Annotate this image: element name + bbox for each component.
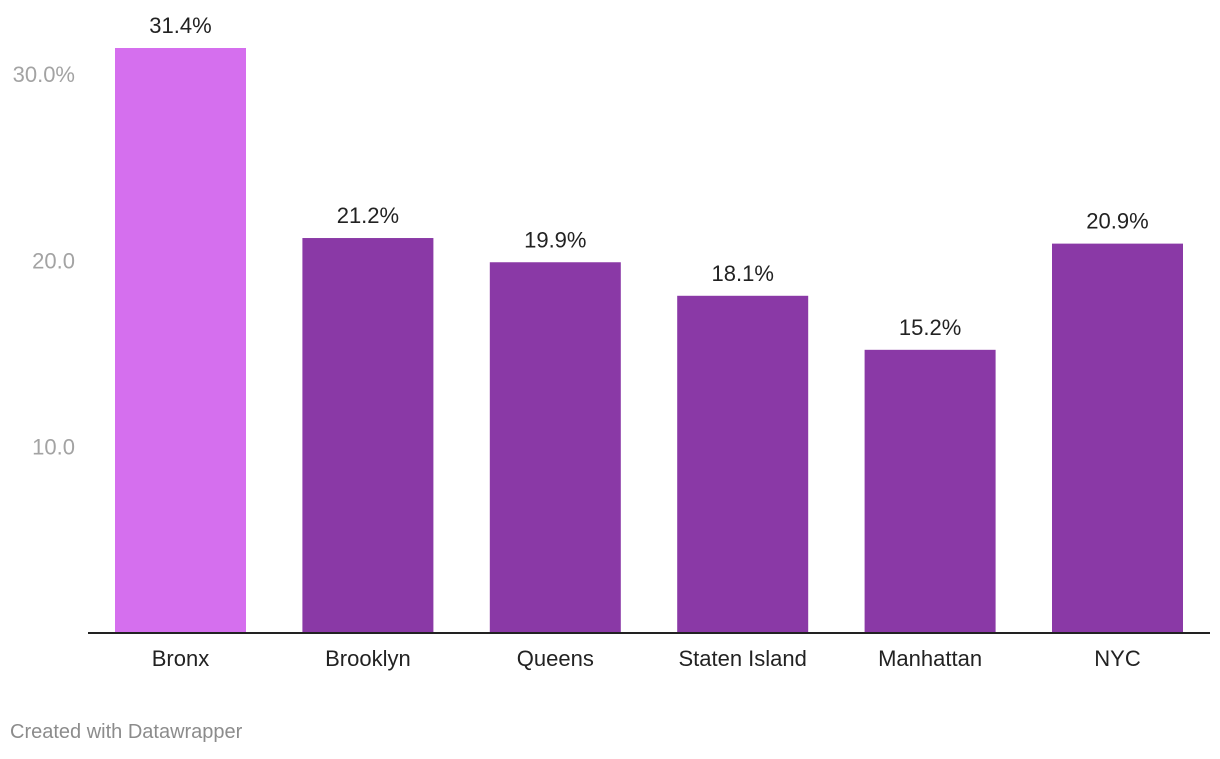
bar-value-label: 19.9%	[524, 227, 586, 252]
bar-manhattan	[864, 349, 996, 633]
y-tick-label: 30.0%	[13, 62, 75, 87]
bar-nyc	[1052, 243, 1183, 633]
y-tick-label: 10.0	[32, 435, 75, 460]
category-label: Brooklyn	[325, 646, 411, 671]
bars-group	[115, 48, 1183, 633]
y-tick-label: 20.0	[32, 248, 75, 273]
footer-credit: Created with Datawrapper	[10, 721, 243, 743]
category-label: Manhattan	[878, 646, 982, 671]
bar-value-label: 15.2%	[899, 315, 961, 340]
bar-value-label: 31.4%	[149, 13, 211, 38]
value-labels-group: 31.4% 21.2% 19.9% 18.1% 15.2% 20.9%	[149, 13, 1148, 340]
x-axis-category-labels: Bronx Brooklyn Queens Staten Island Manhatta…	[152, 646, 1141, 671]
bar-bronx	[115, 48, 246, 633]
bar-value-label: 18.1%	[712, 261, 774, 286]
bar-queens	[489, 262, 621, 633]
y-axis-ticks: 10.0 20.0 30.0%	[13, 62, 75, 460]
bar-staten-island	[677, 295, 809, 633]
category-label: Queens	[517, 646, 594, 671]
bar-brooklyn	[302, 238, 434, 633]
bar-value-label: 21.2%	[337, 203, 399, 228]
category-label: Bronx	[152, 646, 209, 671]
category-label: Staten Island	[678, 646, 806, 671]
category-label: NYC	[1094, 646, 1141, 671]
bar-value-label: 20.9%	[1086, 209, 1148, 234]
